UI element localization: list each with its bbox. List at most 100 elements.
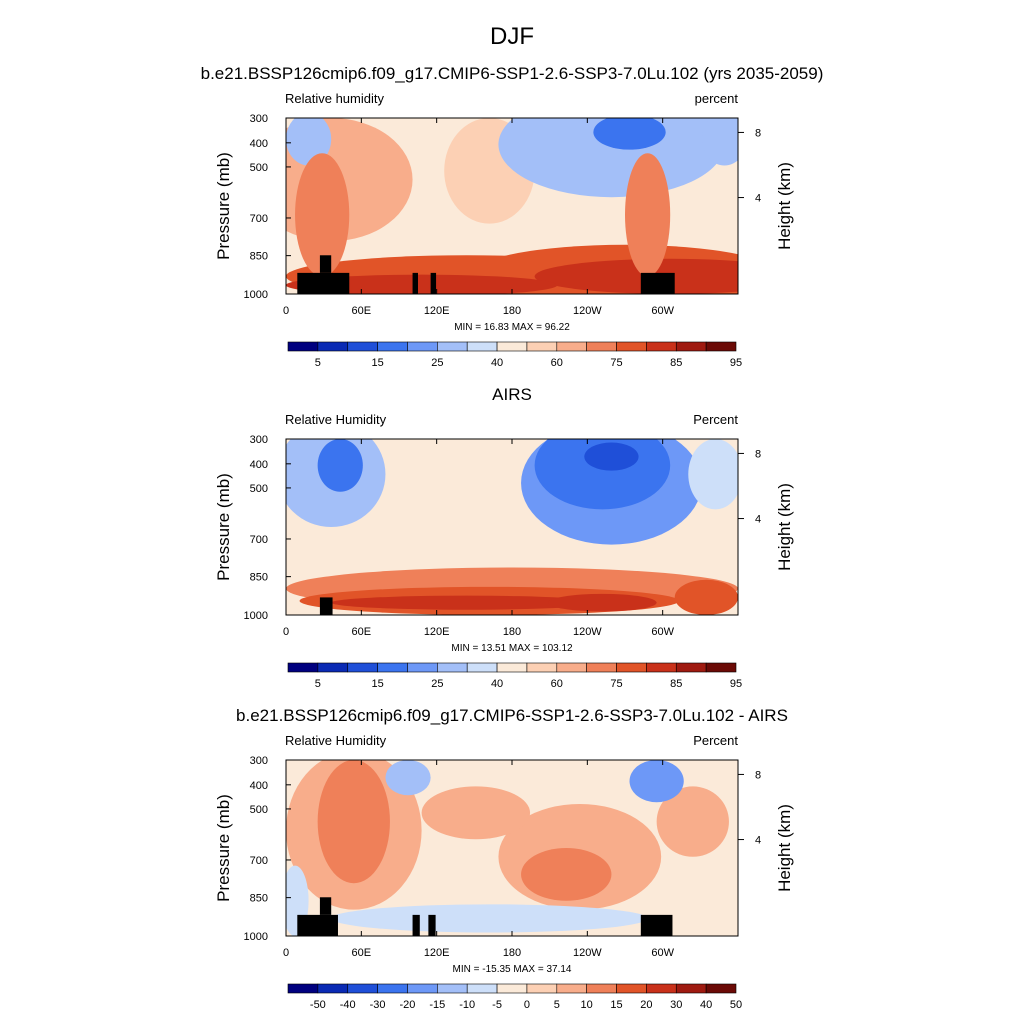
colorbar-box (407, 341, 438, 352)
x-tick-label: 60E (352, 947, 372, 959)
colorbar-box (586, 662, 617, 673)
terrain-mask (319, 897, 332, 915)
x-tick-label: 60E (352, 626, 372, 638)
y-tick-label: 1000 (244, 610, 268, 622)
colorbar-label: 50 (730, 999, 742, 1011)
colorbar-box (675, 341, 707, 352)
colorbar-label: 5 (315, 357, 321, 369)
contour-region (521, 848, 612, 901)
colorbar-box (317, 983, 349, 994)
terrain-mask (297, 914, 338, 936)
panel-3: b.e21.BSSP126cmip6.f09_g17.CMIP6-SSP1-2.… (214, 706, 794, 1011)
colorbar-box (556, 341, 587, 352)
y-tick-label: 300 (250, 434, 268, 446)
x-tick-label: 120E (424, 305, 450, 317)
contour-region (421, 786, 531, 840)
contour-region (317, 439, 363, 492)
y-tick-label-right: 4 (755, 514, 761, 526)
colorbar-label: 25 (431, 357, 443, 369)
colorbar-label: 75 (610, 678, 622, 690)
colorbar-label: -5 (492, 999, 502, 1011)
colorbar-label: 5 (315, 678, 321, 690)
x-tick-label: 120W (573, 305, 602, 317)
colorbar-label: 5 (554, 999, 560, 1011)
colorbar-label: 10 (581, 999, 593, 1011)
y-tick-label: 400 (250, 459, 268, 471)
colorbar-box (466, 341, 498, 352)
y-axis-label-right: Height (km) (775, 483, 794, 571)
colorbar-box (705, 341, 737, 352)
colorbar-box (526, 341, 558, 352)
y-tick-label: 300 (250, 113, 268, 125)
x-tick-label: 120W (573, 626, 602, 638)
x-tick-label: 120E (424, 626, 450, 638)
x-tick-label: 180 (503, 305, 521, 317)
contour-region (625, 153, 671, 277)
colorbar-box (466, 983, 498, 994)
y-tick-label: 500 (250, 162, 268, 174)
colorbar-label: 60 (551, 678, 563, 690)
y-tick-label: 850 (250, 572, 268, 584)
y-axis-label-right: Height (km) (775, 162, 794, 250)
contour-region (385, 760, 431, 796)
colorbar-box (347, 662, 378, 673)
colorbar-box (437, 662, 468, 673)
colorbar-box (496, 662, 528, 673)
colorbar-label: -15 (429, 999, 445, 1011)
units-label: Percent (693, 733, 738, 748)
colorbar-box (705, 662, 737, 673)
contour-region (548, 593, 657, 612)
x-tick-label: 0 (283, 305, 289, 317)
colorbar-box (496, 341, 528, 352)
colorbar-box (407, 662, 438, 673)
contour-region (295, 153, 350, 277)
y-tick-label: 500 (250, 804, 268, 816)
colorbar-box (586, 983, 617, 994)
y-axis-label: Pressure (mb) (214, 794, 233, 902)
variable-label: Relative humidity (285, 91, 384, 106)
colorbar-box (496, 983, 528, 994)
x-tick-label: 60E (352, 305, 372, 317)
colorbar-box (466, 662, 498, 673)
panel-title: AIRS (492, 385, 532, 404)
colorbar-label: -10 (459, 999, 475, 1011)
y-tick-label: 700 (250, 855, 268, 867)
terrain-mask (430, 272, 437, 294)
colorbar-box (705, 983, 737, 994)
colorbar-box (526, 983, 558, 994)
min-max-label: MIN = -15.35 MAX = 37.14 (453, 964, 572, 975)
colorbar-box (616, 341, 647, 352)
x-tick-label: 60W (651, 305, 674, 317)
colorbar-label: 20 (640, 999, 652, 1011)
contour-region (534, 258, 738, 294)
units-label: percent (695, 91, 739, 106)
y-tick-label: 850 (250, 893, 268, 905)
y-tick-label: 500 (250, 483, 268, 495)
y-tick-label-right: 4 (755, 835, 761, 847)
contour-field (286, 760, 738, 936)
colorbar-box (287, 983, 319, 994)
y-tick-label: 700 (250, 534, 268, 546)
colorbar-box (616, 662, 647, 673)
y-tick-label-right: 4 (755, 193, 761, 205)
colorbar-label: 85 (670, 357, 682, 369)
x-tick-label: 0 (283, 626, 289, 638)
y-tick-label: 300 (250, 755, 268, 767)
colorbar-label: 15 (371, 357, 383, 369)
colorbar-label: 85 (670, 678, 682, 690)
contour-region (331, 904, 648, 933)
colorbar-box (377, 662, 408, 673)
contour-field (286, 118, 738, 294)
terrain-mask (412, 914, 420, 936)
x-tick-label: 180 (503, 947, 521, 959)
colorbar-label: 25 (431, 678, 443, 690)
terrain-mask (640, 272, 675, 294)
colorbar-box (556, 662, 587, 673)
colorbar-label: 15 (371, 678, 383, 690)
contour-region (317, 760, 390, 884)
colorbar-box (437, 341, 468, 352)
colorbar-box (586, 341, 617, 352)
colorbar-label: 95 (730, 678, 742, 690)
variable-label: Relative Humidity (285, 412, 387, 427)
